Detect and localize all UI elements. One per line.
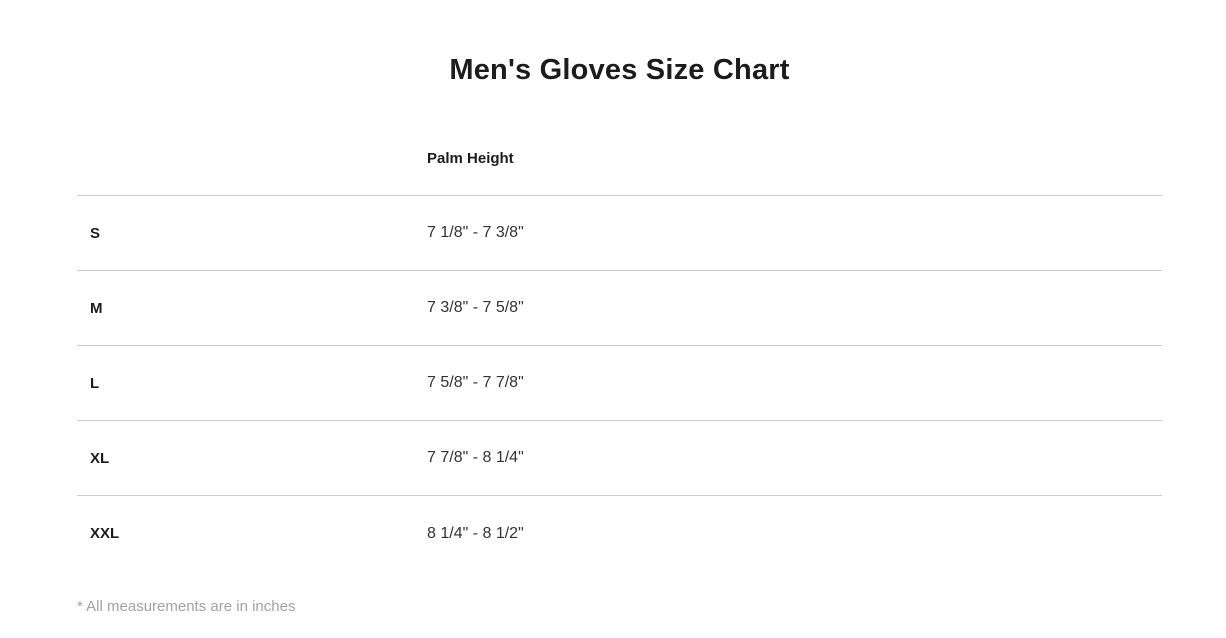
palm-height-value: 8 1/4" - 8 1/2" — [427, 524, 524, 542]
size-table: Palm Height S 7 1/8" - 7 3/8" M 7 3/8" -… — [77, 121, 1162, 571]
palm-height-value: 7 7/8" - 8 1/4" — [427, 449, 524, 466]
size-label: M — [90, 299, 103, 317]
measurements-footnote: * All measurements are in inches — [77, 598, 296, 615]
table-row: M 7 3/8" - 7 5/8" — [77, 271, 1162, 346]
palm-height-value: 7 5/8" - 7 7/8" — [427, 374, 524, 391]
palm-height-value: 7 3/8" - 7 5/8" — [427, 299, 524, 316]
table-header-row: Palm Height — [77, 121, 1162, 196]
table-row: S 7 1/8" - 7 3/8" — [77, 196, 1162, 271]
table-row: L 7 5/8" - 7 7/8" — [77, 346, 1162, 421]
size-label: L — [90, 374, 100, 392]
size-label: XXL — [90, 525, 120, 542]
palm-height-column-header: Palm Height — [427, 149, 514, 167]
size-label: XL — [90, 449, 110, 467]
palm-height-value: 7 1/8" - 7 3/8" — [427, 224, 524, 241]
table-row: XXL 8 1/4" - 8 1/2" — [77, 496, 1162, 571]
table-row: XL 7 7/8" - 8 1/4" — [77, 421, 1162, 496]
size-label: S — [90, 224, 101, 242]
page-title: Men's Gloves Size Chart — [449, 54, 790, 86]
